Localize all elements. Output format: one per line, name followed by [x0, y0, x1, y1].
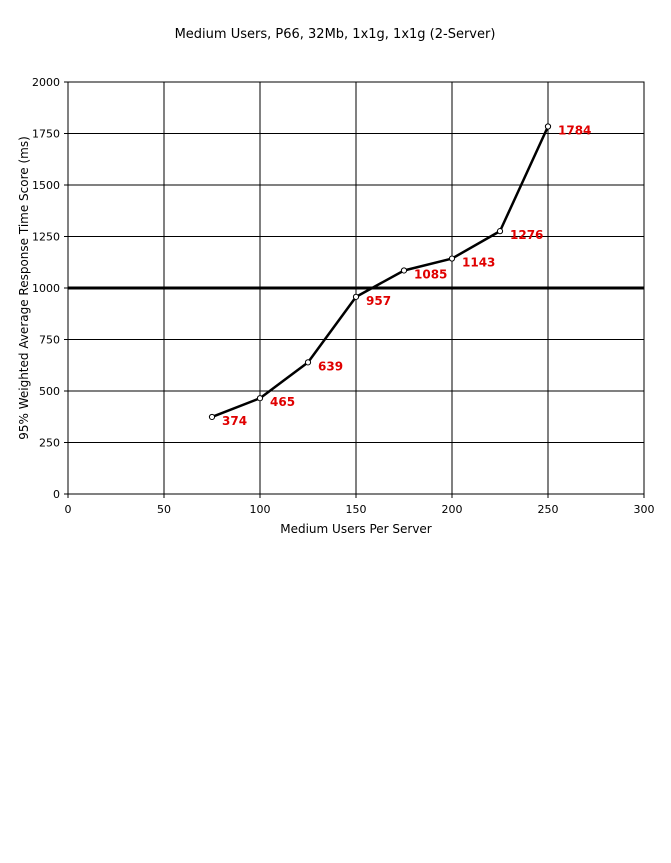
x-tick-label: 150 — [346, 503, 367, 516]
data-label: 1143 — [462, 256, 495, 270]
data-label: 639 — [318, 359, 343, 373]
y-tick-label: 1750 — [32, 128, 60, 141]
data-point — [448, 255, 456, 262]
x-tick-label: 100 — [250, 503, 271, 516]
x-tick-label: 50 — [157, 503, 171, 516]
y-tick-label: 500 — [39, 385, 60, 398]
series-layer — [211, 125, 550, 419]
data-label: 1784 — [558, 123, 591, 137]
x-tick-label: 250 — [538, 503, 559, 516]
y-tick-label: 0 — [53, 488, 60, 501]
data-point — [208, 413, 216, 421]
y-tick-label: 250 — [39, 437, 60, 450]
x-tick-label: 0 — [65, 503, 72, 516]
data-point — [352, 293, 360, 300]
y-tick-label: 2000 — [32, 76, 60, 89]
y-axis-title: 95% Weighted Average Response Time Score… — [17, 136, 31, 440]
data-point — [400, 267, 408, 274]
y-tick-label: 1000 — [32, 282, 60, 295]
data-point — [256, 395, 264, 402]
data-label: 1085 — [414, 267, 447, 281]
data-point — [496, 228, 504, 235]
tick-labels: 0 250 500 750 1000 1250 1500 1750 2000 0 50 100 150 2… — [32, 76, 655, 516]
data-point — [544, 123, 552, 130]
y-tick-label: 1500 — [32, 179, 60, 192]
data-label: 1276 — [510, 228, 543, 242]
data-label: 957 — [366, 294, 391, 308]
x-axis-title: Medium Users Per Server — [280, 522, 432, 536]
data-label-layer: 374 465 639 957 1085 1143 1276 1784 — [222, 123, 591, 427]
x-tick-label: 200 — [442, 503, 463, 516]
data-point — [304, 359, 312, 366]
grid — [64, 81, 645, 498]
y-tick-label: 750 — [39, 334, 60, 347]
y-tick-label: 1250 — [32, 231, 60, 244]
data-label: 465 — [270, 395, 295, 409]
marker-layer — [208, 123, 552, 421]
series-line — [211, 125, 550, 419]
chart-title: Medium Users, P66, 32Mb, 1x1g, 1x1g (2-S… — [175, 27, 496, 42]
x-tick-label: 300 — [634, 503, 655, 516]
data-label: 374 — [222, 414, 247, 428]
